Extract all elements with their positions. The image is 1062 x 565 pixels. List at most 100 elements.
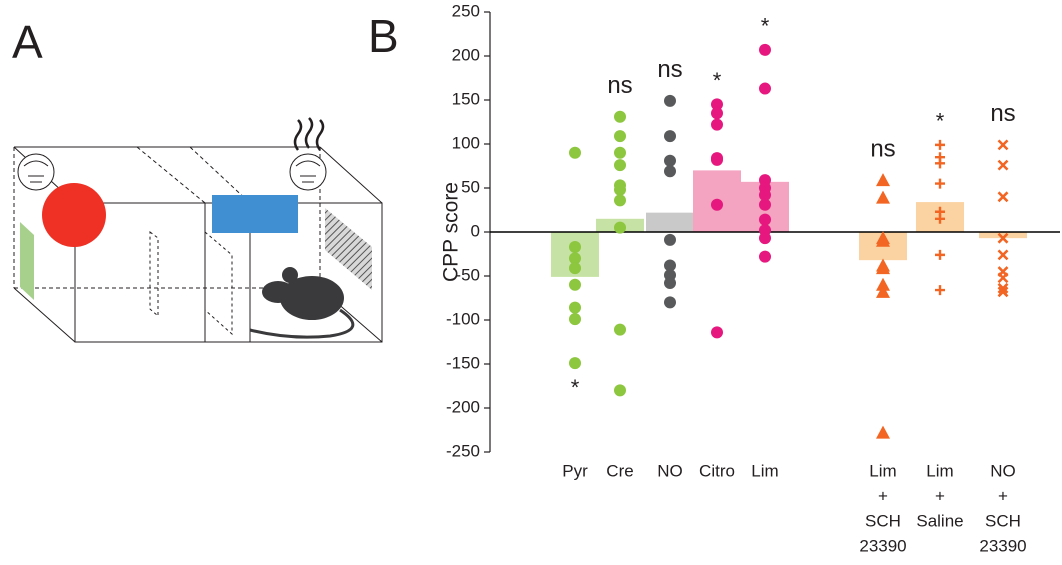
data-point: [876, 190, 890, 204]
data-point: [711, 118, 723, 131]
y-tick-label: 250: [452, 1, 480, 20]
data-point: [569, 301, 581, 314]
data-point: [997, 282, 1009, 294]
data-point: [614, 110, 626, 123]
data-point: [997, 139, 1009, 151]
data-point: [935, 285, 945, 296]
x-tick-label: Lim: [751, 461, 778, 480]
x-tick-label: Lim: [926, 461, 953, 480]
y-tick-label: -250: [446, 441, 480, 460]
data-point: [759, 198, 771, 211]
data-point: [711, 198, 723, 211]
data-point: [711, 98, 723, 111]
data-point: [759, 189, 771, 202]
x-tick-label: Citro: [699, 461, 735, 480]
x-tick-label: NO: [990, 461, 1016, 480]
data-point: [614, 194, 626, 207]
data-point: [664, 130, 676, 143]
x-tick-label: SCH: [985, 511, 1021, 530]
x-tick-label: Saline: [916, 511, 963, 530]
x-tick-label: 23390: [859, 536, 906, 555]
y-tick-label: 100: [452, 133, 480, 152]
data-point: [997, 249, 1009, 261]
y-tick-label: 50: [461, 177, 480, 196]
significance-label: ns: [870, 135, 895, 162]
data-point: [935, 213, 945, 224]
data-point: [569, 313, 581, 326]
data-point: [614, 130, 626, 143]
data-point: [935, 139, 945, 150]
data-point: [759, 213, 771, 226]
significance-label: *: [571, 375, 580, 400]
data-point: [876, 261, 890, 275]
data-point: [759, 43, 771, 56]
x-tick-label: SCH: [865, 511, 901, 530]
x-tick-label: Lim: [869, 461, 896, 480]
panel-label: B: [368, 10, 399, 62]
data-point: [614, 146, 626, 159]
data-point: [997, 159, 1009, 171]
data-point: [935, 249, 945, 260]
x-tick-label: +: [878, 486, 888, 505]
data-point: [569, 146, 581, 159]
data-point: [876, 425, 890, 439]
plot: -250 -200 -150 -100 -50 0 50 100 150 200 250 * Pyr ns…: [446, 1, 1060, 555]
significance-label: *: [713, 68, 722, 93]
data-point: [935, 178, 945, 189]
data-point: [997, 232, 1009, 244]
data-point: [664, 277, 676, 290]
data-point: [876, 173, 890, 187]
y-tick-label: 0: [471, 221, 480, 240]
data-point: [664, 296, 676, 309]
data-point: [997, 191, 1009, 203]
apparatus-diagram: [13, 117, 383, 343]
data-point: [614, 183, 626, 196]
data-point: [569, 262, 581, 275]
data-point: [711, 326, 723, 339]
panel-label: A: [12, 16, 43, 68]
data-point: [997, 286, 1009, 298]
data-point: [614, 384, 626, 397]
significance-label: *: [936, 109, 945, 134]
y-axis-label: CPP score: [440, 182, 463, 282]
y-tick-label: -200: [446, 397, 480, 416]
y-tick-label: 200: [452, 45, 480, 64]
significance-label: ns: [607, 72, 632, 99]
data-point: [569, 252, 581, 265]
data-point: [759, 82, 771, 95]
data-point: [876, 233, 890, 247]
y-tick-label: -50: [455, 265, 480, 284]
y-tick-label: -100: [446, 309, 480, 328]
data-point: [711, 107, 723, 120]
data-point: [569, 240, 581, 253]
data-point: [664, 165, 676, 178]
x-tick-label: Cre: [606, 461, 633, 480]
mean-bar: [979, 232, 1027, 239]
y-tick-label: 150: [452, 89, 480, 108]
data-point: [614, 221, 626, 234]
data-point: [664, 233, 676, 246]
x-tick-label: +: [935, 486, 945, 505]
mean-bar: [646, 212, 694, 232]
data-point: [614, 323, 626, 336]
x-tick-label: Pyr: [562, 461, 588, 480]
data-point: [569, 278, 581, 291]
data-point: [664, 154, 676, 167]
data-point: [759, 250, 771, 263]
data-point: [997, 272, 1009, 284]
significance-label: *: [761, 14, 770, 39]
data-point: [935, 158, 945, 169]
data-point: [759, 232, 771, 245]
y-tick-label: -150: [446, 353, 480, 372]
data-point: [614, 159, 626, 172]
x-tick-label: NO: [657, 461, 683, 480]
significance-label: ns: [657, 56, 682, 83]
x-tick-label: +: [998, 486, 1008, 505]
significance-label: ns: [990, 100, 1015, 127]
data-point: [569, 357, 581, 370]
data-point: [711, 153, 723, 166]
data-point: [664, 259, 676, 272]
data-point: [876, 277, 890, 291]
x-tick-label: 23390: [979, 536, 1026, 555]
